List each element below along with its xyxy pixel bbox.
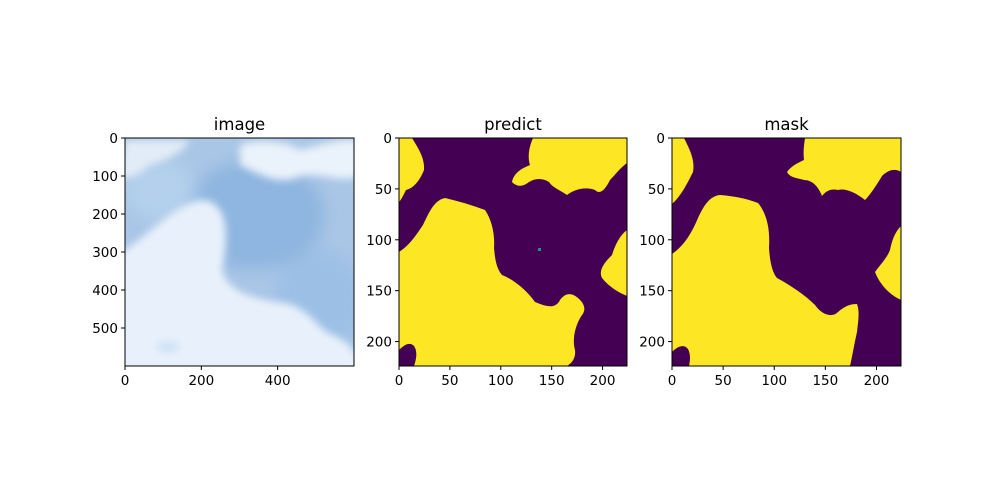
panel-title-image: image (214, 115, 265, 134)
x-tick-label: 100 (488, 373, 514, 389)
y-tick-label: 0 (109, 131, 118, 147)
y-tick-label: 0 (383, 131, 392, 147)
heatmap-mask (672, 138, 901, 366)
x-tick-label: 0 (395, 373, 404, 389)
ticks-image: 0 200 400 0 100 200 300 400 500 (92, 131, 290, 389)
x-tick-label: 50 (715, 373, 732, 389)
y-tick-label: 100 (639, 233, 665, 249)
panel-image: image 0 200 400 0 100 200 300 400 500 (92, 115, 355, 389)
photo-image (125, 138, 354, 366)
x-tick-label: 0 (668, 373, 677, 389)
y-tick-label: 50 (375, 182, 392, 198)
panel-mask: mask 0 50 100 150 200 0 50 100 150 200 (639, 115, 902, 389)
x-tick-label: 50 (441, 373, 458, 389)
y-tick-label: 400 (92, 283, 118, 299)
x-tick-label: 150 (812, 373, 838, 389)
y-tick-label: 100 (92, 169, 118, 185)
y-tick-label: 200 (366, 335, 392, 351)
x-tick-label: 150 (539, 373, 565, 389)
panel-title-predict: predict (484, 115, 542, 134)
x-tick-label: 200 (864, 373, 890, 389)
y-tick-label: 150 (639, 284, 665, 300)
heatmap-predict (399, 138, 627, 366)
y-tick-label: 0 (656, 131, 665, 147)
y-tick-label: 200 (92, 207, 118, 223)
y-tick-label: 150 (366, 284, 392, 300)
y-tick-label: 100 (366, 233, 392, 249)
x-tick-label: 200 (590, 373, 616, 389)
x-tick-label: 200 (188, 373, 214, 389)
ticks-mask: 0 50 100 150 200 0 50 100 150 200 (639, 131, 889, 389)
y-tick-label: 50 (648, 182, 665, 198)
y-tick-label: 200 (639, 335, 665, 351)
y-tick-label: 500 (92, 321, 118, 337)
x-tick-label: 400 (265, 373, 291, 389)
panel-title-mask: mask (764, 115, 809, 134)
x-tick-label: 100 (761, 373, 787, 389)
panel-predict: predict 0 50 100 150 200 0 50 100 150 200 (366, 115, 628, 389)
y-tick-label: 300 (92, 245, 118, 261)
ticks-predict: 0 50 100 150 200 0 50 100 150 200 (366, 131, 615, 389)
x-tick-label: 0 (121, 373, 130, 389)
